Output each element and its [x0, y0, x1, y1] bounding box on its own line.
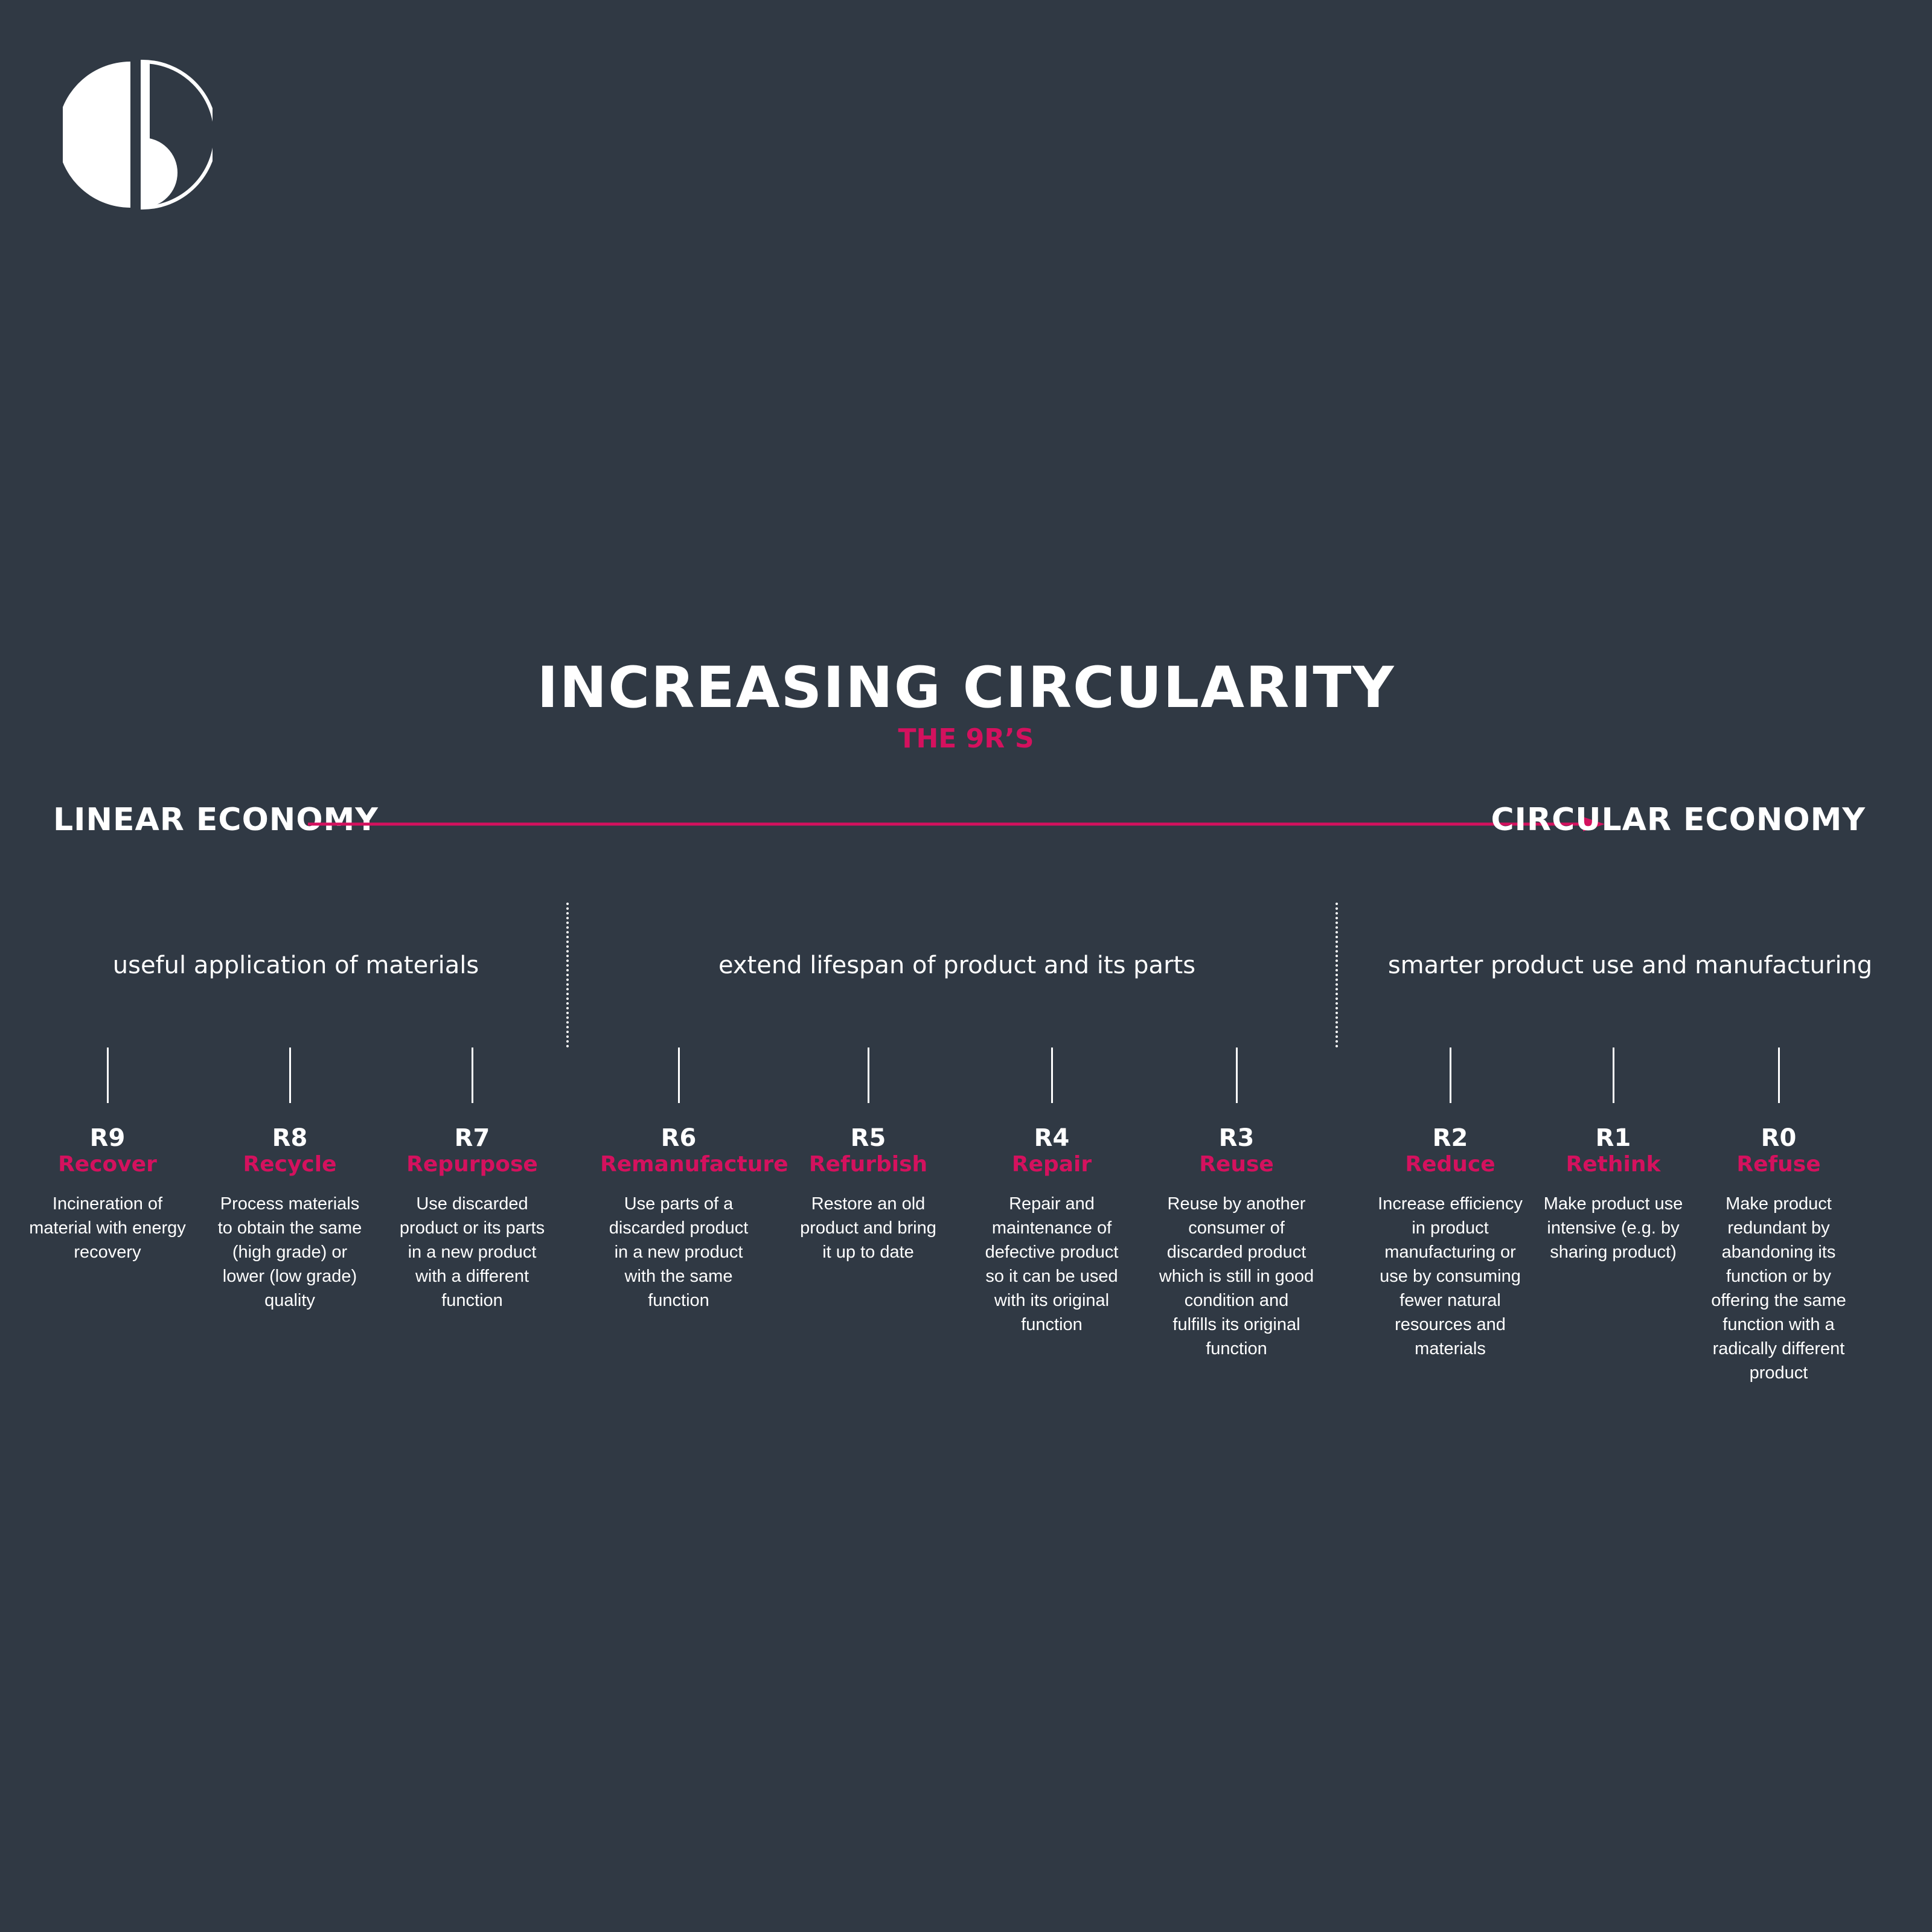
strategy-code: R9 [89, 1124, 126, 1152]
strategy-tick [1612, 1048, 1614, 1103]
strategy-code: R3 [1218, 1124, 1255, 1152]
strategy-tick [471, 1048, 473, 1103]
strategy-r9: R9 Recover Incineration of material with… [29, 1048, 186, 1264]
diagram-title: INCREASING CIRCULARITY [537, 655, 1395, 721]
strategy-code: R8 [272, 1124, 308, 1152]
strategy-description: Use discarded product or its parts in a … [399, 1194, 545, 1311]
strategy-r3: R3 Reuse Reuse by another consumer of di… [1158, 1048, 1315, 1361]
strategy-description: Increase efficiency in product manufactu… [1378, 1194, 1523, 1359]
strategy-name: Remanufacture [600, 1152, 788, 1177]
strategy-tick [1235, 1048, 1238, 1103]
strategy-tick [1777, 1048, 1780, 1103]
strategy-tick [106, 1048, 109, 1103]
strategy-name: Refuse [1736, 1152, 1821, 1177]
strategy-description: Use parts of a discarded product in a ne… [609, 1194, 749, 1311]
strategy-code: R1 [1595, 1124, 1631, 1152]
strategy-description: Reuse by another consumer of discarded p… [1159, 1194, 1314, 1359]
group-label-materials: useful application of materials [112, 952, 479, 979]
strategy-description: Make product redundant by abandoning its… [1711, 1194, 1846, 1383]
strategy-name: Recycle [243, 1152, 337, 1177]
strategy-name: Rethink [1566, 1152, 1661, 1177]
strategy-r2: R2 Reduce Increase efficiency in product… [1372, 1048, 1529, 1361]
strategy-tick [677, 1048, 680, 1103]
strategy-description: Make product use intensive (e.g. by shar… [1543, 1194, 1683, 1262]
brand-logo [63, 59, 213, 210]
strategy-r1: R1 Rethink Make product use intensive (e… [1535, 1048, 1692, 1264]
strategy-code: R5 [850, 1124, 886, 1152]
strategy-r0: R0 Refuse Make product redundant by aban… [1700, 1048, 1857, 1385]
strategy-r7: R7 Repurpose Use discarded product or it… [394, 1048, 551, 1313]
strategy-r5: R5 Refurbish Restore an old product and … [790, 1048, 947, 1264]
strategy-code: R0 [1761, 1124, 1797, 1152]
axis-label-circular: CIRCULAR ECONOMY [1491, 802, 1866, 838]
strategy-code: R2 [1432, 1124, 1468, 1152]
strategy-name: Recover [58, 1152, 157, 1177]
strategy-tick [867, 1048, 869, 1103]
strategy-r4: R4 Repair Repair and maintenance of defe… [973, 1048, 1130, 1337]
strategy-description: Restore an old product and bring it up t… [800, 1194, 936, 1262]
strategy-tick [1449, 1048, 1451, 1103]
strategy-description: Repair and maintenance of defective prod… [985, 1194, 1119, 1335]
strategy-description: Process materials to obtain the same (hi… [217, 1194, 362, 1311]
strategy-name: Refurbish [808, 1152, 928, 1177]
strategy-code: R6 [661, 1124, 697, 1152]
strategy-name: Reduce [1405, 1152, 1495, 1177]
group-label-lifespan: extend lifespan of product and its parts [718, 952, 1196, 979]
strategy-name: Reuse [1199, 1152, 1274, 1177]
group-label-smarter-use: smarter product use and manufacturing [1387, 952, 1873, 979]
circularity-arrow [308, 817, 1605, 831]
strategy-description: Incineration of material with energy rec… [29, 1194, 186, 1262]
strategy-name: Repurpose [406, 1152, 538, 1177]
strategy-r8: R8 Recycle Process materials to obtain t… [211, 1048, 368, 1313]
group-divider [566, 903, 569, 1048]
group-divider [1335, 903, 1338, 1048]
strategy-tick [1051, 1048, 1053, 1103]
axis-label-linear: LINEAR ECONOMY [53, 802, 379, 838]
strategy-r6: R6 Remanufacture Use parts of a discarde… [600, 1048, 788, 1313]
strategy-tick [289, 1048, 291, 1103]
strategy-code: R7 [454, 1124, 490, 1152]
diagram-subtitle: THE 9R’S [898, 723, 1034, 754]
strategy-name: Repair [1011, 1152, 1092, 1177]
strategy-code: R4 [1034, 1124, 1070, 1152]
